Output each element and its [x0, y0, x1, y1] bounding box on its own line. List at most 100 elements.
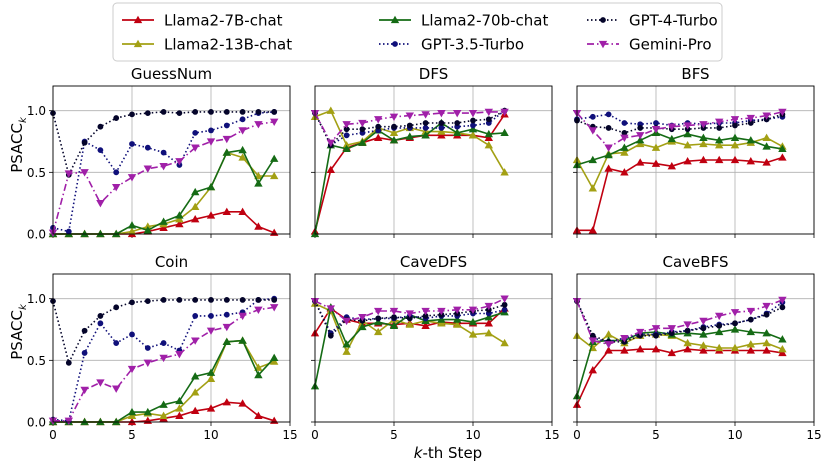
- data-point: [620, 168, 629, 176]
- data-point: [604, 341, 613, 349]
- data-point: [391, 123, 397, 130]
- data-point: [389, 307, 399, 316]
- legend-entry-llama2-7b-chat: Llama2-7B-chat: [122, 12, 283, 30]
- data-point: [143, 165, 152, 173]
- data-point: [175, 219, 184, 228]
- data-point: [389, 128, 399, 137]
- data-point: [222, 148, 231, 156]
- data-point: [80, 386, 89, 395]
- series-gemini-pro: [48, 304, 279, 425]
- series-line: [576, 132, 783, 166]
- y-tick-label: 0.0: [27, 416, 46, 430]
- data-point: [778, 345, 787, 353]
- data-point: [620, 148, 629, 156]
- data-point: [80, 417, 89, 426]
- data-point: [223, 311, 230, 318]
- data-point: [144, 345, 151, 351]
- data-point: [191, 202, 200, 211]
- data-point: [127, 221, 137, 229]
- plot-frame: [52, 273, 291, 423]
- data-point: [500, 128, 509, 137]
- data-point: [374, 307, 383, 316]
- data-point: [81, 139, 88, 146]
- data-point: [96, 229, 105, 238]
- data-point: [699, 317, 708, 326]
- data-point: [160, 297, 167, 303]
- ylabel-main-top: PSACC: [8, 123, 26, 173]
- ylabel-sub-bottom: k: [18, 303, 29, 310]
- x-tick-label: 5: [652, 428, 660, 442]
- data-point: [588, 127, 597, 135]
- data-point: [621, 120, 628, 126]
- data-point: [730, 116, 740, 124]
- panel-coin: 0 5 10 15 0.0 0.5 1.0 Coin: [27, 253, 298, 442]
- x-axis-label: k-th Step: [414, 444, 482, 462]
- series-llama2-7b-chat: [572, 153, 787, 234]
- data-point: [81, 350, 88, 356]
- data-point: [192, 313, 199, 319]
- data-point: [484, 319, 493, 327]
- series-line: [576, 300, 783, 343]
- data-point: [175, 404, 184, 412]
- data-point: [175, 215, 184, 223]
- data-point: [699, 139, 708, 148]
- data-point: [699, 121, 708, 129]
- y-tick-label: 1.0: [27, 292, 46, 306]
- series-gpt-4-turbo: [50, 297, 278, 366]
- legend-label: GPT-3.5-Turbo: [421, 36, 524, 54]
- series-line: [52, 121, 275, 234]
- legend: Llama2-7B-chat Llama2-13B-chat Llama2-70b-…: [112, 2, 723, 62]
- data-point: [129, 111, 135, 118]
- data-point: [453, 320, 462, 328]
- data-point: [651, 159, 661, 167]
- data-point: [683, 122, 692, 130]
- data-point: [501, 301, 508, 308]
- data-point: [270, 304, 279, 312]
- data-point: [342, 347, 351, 355]
- panel-cavedfs: 0 5 10 15 CaveDFS: [310, 253, 560, 442]
- data-point: [422, 125, 429, 131]
- data-point: [254, 370, 263, 379]
- data-point: [604, 144, 613, 152]
- data-point: [160, 340, 167, 346]
- y-tick-label: 0.5: [27, 354, 46, 368]
- data-point: [191, 215, 200, 223]
- series-llama2-13b-chat: [48, 336, 279, 426]
- data-point: [470, 117, 476, 124]
- data-point: [715, 327, 724, 336]
- data-point: [143, 407, 152, 416]
- data-point: [484, 312, 493, 321]
- data-point: [208, 313, 214, 319]
- data-point: [223, 297, 230, 303]
- data-point: [651, 143, 661, 151]
- data-point: [699, 341, 708, 349]
- data-point: [470, 122, 476, 129]
- legend-marker: [600, 17, 606, 23]
- data-point: [762, 133, 771, 141]
- data-point: [667, 348, 676, 357]
- data-point: [175, 211, 184, 219]
- data-point: [326, 106, 335, 114]
- data-point: [254, 179, 263, 187]
- legend-entry-llama2-70b-chat: Llama2-70b-chat: [379, 12, 548, 30]
- data-point: [374, 317, 383, 326]
- data-point: [715, 343, 724, 352]
- xlabel-rest: -th Step: [422, 444, 482, 462]
- data-point: [621, 129, 628, 136]
- data-point: [700, 325, 707, 332]
- data-point: [255, 297, 262, 303]
- data-point: [254, 222, 263, 230]
- data-point: [604, 150, 613, 159]
- data-point: [160, 109, 167, 115]
- data-point: [778, 108, 787, 117]
- legend-label: Llama2-70b-chat: [421, 12, 548, 30]
- data-point: [375, 315, 382, 322]
- data-point: [144, 298, 151, 305]
- data-point: [636, 328, 645, 337]
- data-point: [667, 161, 676, 170]
- legend-marker: [133, 39, 143, 48]
- x-tick-label: 0: [573, 428, 581, 442]
- data-point: [127, 227, 137, 235]
- y-axis-label-bottom: PSACCk: [8, 303, 29, 360]
- data-point: [255, 109, 262, 115]
